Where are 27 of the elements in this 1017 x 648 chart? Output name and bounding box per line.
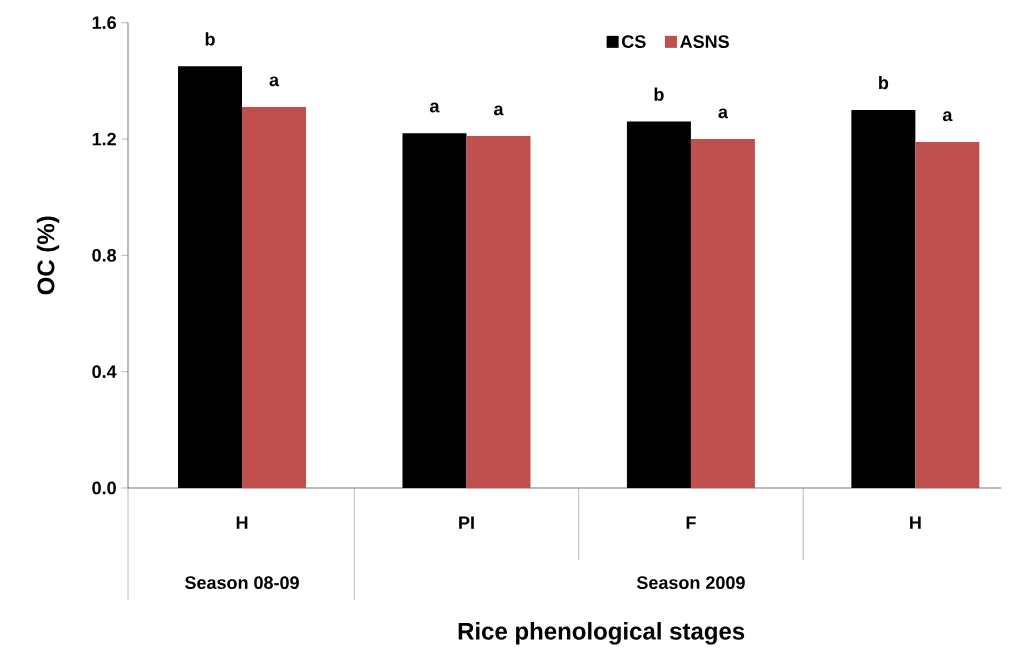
- data-label: b: [205, 32, 215, 46]
- y-tick-label: 0.4: [92, 365, 117, 379]
- text: Season 08-09: [185, 576, 299, 590]
- legend-label: ASNS: [680, 35, 729, 48]
- x-tick-label: H: [236, 516, 248, 529]
- bar: [466, 136, 531, 488]
- data-label: b: [654, 87, 664, 101]
- data-label: a: [269, 76, 280, 87]
- data-label: b: [879, 75, 889, 90]
- x-tick-label: PI: [459, 516, 474, 529]
- data-label: a: [942, 111, 953, 122]
- data-label: a: [493, 105, 504, 116]
- x-axis-title: Rice phenological stages: [458, 622, 745, 645]
- x-tick-label: F: [686, 516, 696, 529]
- text: Season 2009: [636, 576, 745, 590]
- y-tick-label: 0.0: [92, 481, 116, 495]
- bar: [690, 138, 755, 488]
- y-tick-label: 0.8: [92, 248, 117, 262]
- bar: [242, 107, 307, 488]
- data-label: a: [718, 108, 729, 119]
- y-axis-title: OC (%): [36, 216, 60, 295]
- x-tick-label: H: [910, 516, 921, 529]
- data-label: a: [429, 102, 440, 113]
- y-tick-label: 1.2: [92, 132, 116, 146]
- legend-label: CS: [622, 35, 646, 48]
- y-tick-label: 1.6: [92, 16, 116, 30]
- bar: [915, 141, 980, 488]
